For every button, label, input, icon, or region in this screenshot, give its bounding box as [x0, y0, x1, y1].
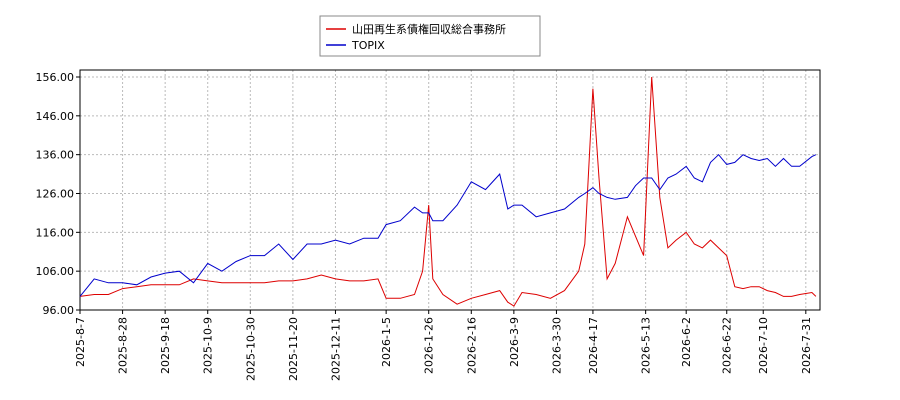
y-tick-label: 136.00	[36, 149, 75, 162]
x-tick-label: 2026-4-17	[587, 317, 600, 374]
x-tick-label: 2026-7-31	[800, 317, 813, 374]
series-line	[79, 76, 817, 307]
x-tick-label: 2025-10-9	[202, 317, 215, 374]
legend: 山田再生系債権回収総合事務所 TOPIX	[319, 15, 541, 57]
x-tick-label: 2026-6-2	[680, 317, 693, 367]
y-tick-label: 106.00	[36, 265, 75, 278]
x-tick-label: 2026-1-26	[423, 317, 436, 374]
x-tick-label: 2025-8-7	[74, 317, 87, 367]
plot-frame	[79, 69, 821, 311]
x-tick-label: 2026-7-10	[757, 317, 770, 374]
x-tick-label: 2025-12-11	[329, 317, 342, 381]
legend-label: 山田再生系債権回収総合事務所	[352, 22, 506, 36]
y-tick-label: 126.00	[36, 187, 75, 200]
series-line	[79, 153, 817, 297]
legend-box	[319, 15, 541, 57]
x-tick-label: 2025-8-28	[117, 317, 130, 374]
x-tick-label: 2026-2-16	[465, 317, 478, 374]
x-tick-label: 2026-3-9	[508, 317, 521, 367]
x-tick-label: 2025-10-30	[244, 317, 257, 381]
x-tick-label: 2026-5-13	[640, 317, 653, 374]
y-tick-label: 116.00	[36, 226, 75, 239]
y-tick-label: 146.00	[36, 110, 75, 123]
x-tick-label: 2026-6-22	[721, 317, 734, 374]
legend-label: TOPIX	[351, 39, 385, 52]
x-tick-label: 2025-11-20	[287, 317, 300, 381]
x-tick-label: 2026-3-30	[550, 317, 563, 374]
y-tick-label: 96.00	[43, 304, 75, 317]
x-tick-label: 2026-1-5	[380, 317, 393, 367]
x-tick-label: 2025-9-18	[159, 317, 172, 374]
y-tick-label: 156.00	[36, 71, 75, 84]
